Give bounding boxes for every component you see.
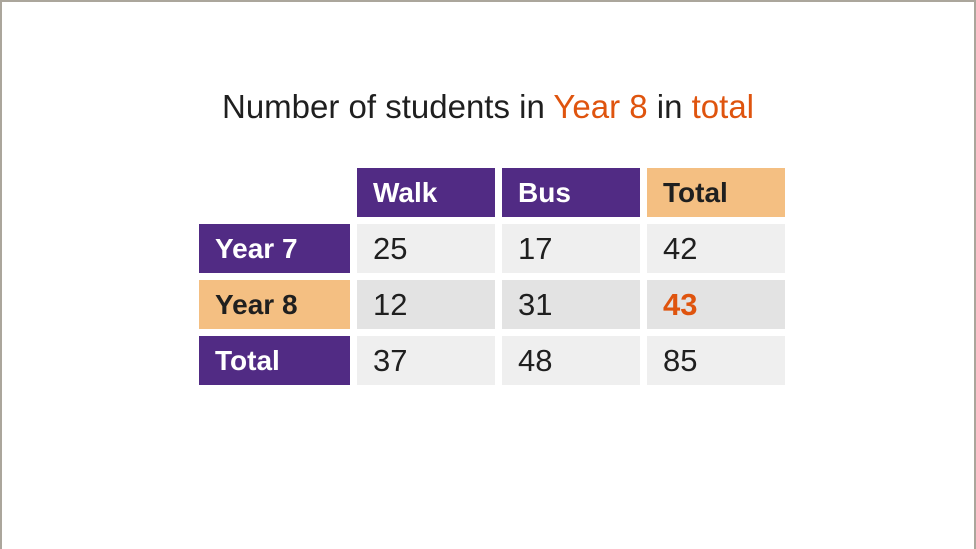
cell-year8-total-highlighted: 43 <box>647 280 785 329</box>
cell-total-total: 85 <box>647 336 785 385</box>
row-header-total: Total <box>199 336 350 385</box>
cell-year8-walk: 12 <box>357 280 495 329</box>
column-header-total: Total <box>647 168 785 217</box>
cell-year7-walk: 25 <box>357 224 495 273</box>
row-header-year8: Year 8 <box>199 280 350 329</box>
cell-year7-total: 42 <box>647 224 785 273</box>
title-highlight-year8: Year 8 <box>553 88 648 125</box>
column-header-bus: Bus <box>502 168 640 217</box>
cell-year8-bus: 31 <box>502 280 640 329</box>
column-header-walk: Walk <box>357 168 495 217</box>
title-text: in <box>647 88 692 125</box>
cell-year7-bus: 17 <box>502 224 640 273</box>
page-title: Number of students in Year 8 in total <box>2 88 974 126</box>
row-header-year7: Year 7 <box>199 224 350 273</box>
table-corner-blank <box>199 168 350 217</box>
cell-total-bus: 48 <box>502 336 640 385</box>
title-text: Number of students in <box>221 88 554 125</box>
cell-total-walk: 37 <box>357 336 495 385</box>
title-highlight-total: total <box>691 88 754 125</box>
two-way-table: Walk Bus Total Year 7 25 17 42 Year 8 12… <box>199 168 785 385</box>
